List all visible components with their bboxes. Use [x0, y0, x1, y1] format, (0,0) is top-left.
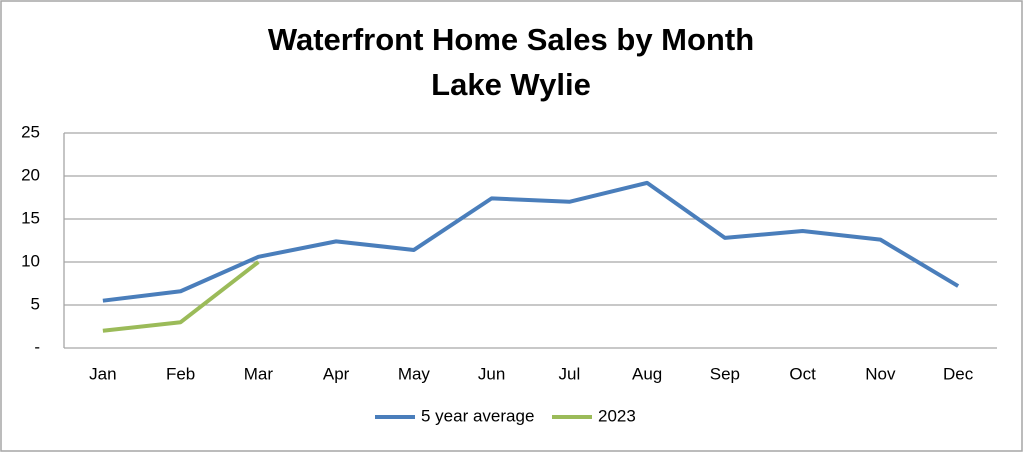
- x-tick-label: Apr: [323, 364, 350, 383]
- x-tick-label: Nov: [865, 364, 896, 383]
- y-tick-label: 10: [21, 251, 40, 270]
- y-tick-label: 20: [21, 165, 40, 184]
- x-tick-label: May: [398, 364, 431, 383]
- x-tick-label: Aug: [632, 364, 662, 383]
- y-tick-label: 25: [21, 122, 40, 141]
- y-tick-label: 5: [31, 294, 40, 313]
- series-line: [102, 180, 960, 303]
- legend-label: 2023: [598, 406, 636, 425]
- chart-title: Lake Wylie: [431, 67, 591, 102]
- legend-label: 5 year average: [421, 406, 534, 425]
- series-line: [102, 260, 260, 333]
- x-tick-label: Dec: [943, 364, 974, 383]
- x-tick-label: Sep: [710, 364, 740, 383]
- x-tick-label: Oct: [789, 364, 816, 383]
- x-tick-label: Jan: [89, 364, 116, 383]
- y-tick-label: -: [34, 337, 40, 356]
- x-tick-label: Mar: [244, 364, 274, 383]
- chart-title: Waterfront Home Sales by Month: [268, 22, 754, 57]
- x-tick-label: Jul: [559, 364, 581, 383]
- x-tick-label: Jun: [478, 364, 505, 383]
- y-tick-label: 15: [21, 208, 40, 227]
- x-tick-label: Feb: [166, 364, 195, 383]
